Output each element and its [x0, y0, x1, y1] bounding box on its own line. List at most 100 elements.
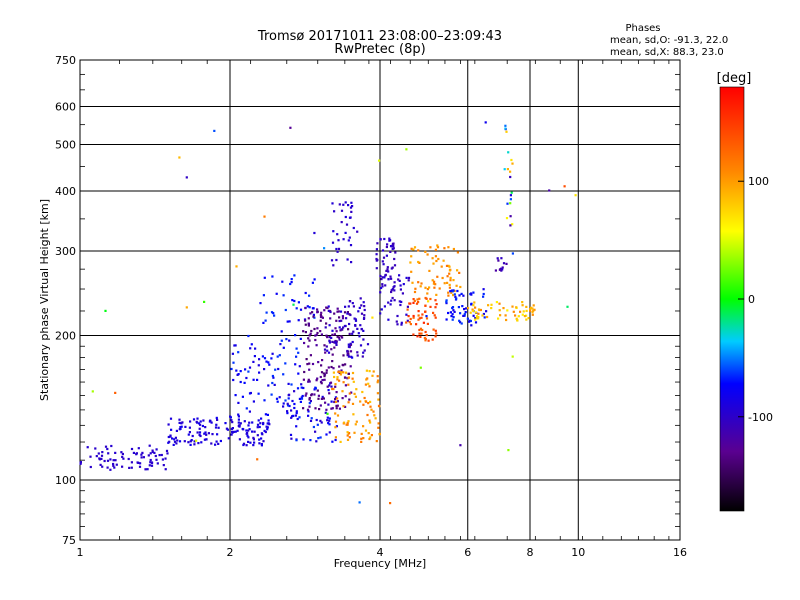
data-point: [319, 436, 322, 439]
data-point: [179, 427, 182, 430]
data-point: [497, 317, 500, 320]
data-point: [377, 398, 380, 401]
data-point: [170, 428, 173, 431]
data-point: [359, 297, 362, 300]
data-point: [307, 410, 310, 413]
data-point: [464, 311, 467, 314]
data-point: [362, 329, 365, 332]
data-point: [237, 401, 240, 404]
data-point: [278, 354, 281, 357]
x-tick-label: 6: [464, 546, 471, 559]
data-point: [327, 422, 330, 425]
data-point: [185, 176, 188, 179]
data-point: [147, 454, 150, 457]
data-point: [290, 383, 293, 386]
data-point: [379, 312, 382, 315]
data-point: [443, 282, 446, 285]
data-point: [248, 366, 252, 369]
data-point: [421, 313, 424, 316]
data-point: [327, 309, 330, 312]
data-point: [309, 354, 312, 357]
data-point: [341, 336, 344, 339]
data-point: [336, 307, 339, 310]
data-point: [325, 371, 328, 374]
data-point: [354, 319, 358, 322]
data-point: [338, 319, 341, 323]
data-point: [324, 411, 327, 414]
x-tick-label: 8: [527, 546, 534, 559]
data-point: [504, 124, 507, 127]
data-point: [193, 440, 196, 443]
data-point: [241, 427, 244, 431]
data-point: [247, 429, 250, 432]
y-axis-label: Stationary phase Virtual Height [km]: [38, 199, 51, 401]
data-point: [327, 389, 330, 392]
data-point: [434, 255, 437, 258]
data-point: [258, 438, 261, 441]
data-point: [112, 459, 115, 462]
data-point: [287, 397, 290, 400]
data-point: [295, 439, 298, 442]
data-point: [179, 426, 182, 429]
data-point: [381, 283, 384, 286]
data-point: [308, 397, 311, 400]
data-point: [367, 402, 370, 405]
data-point: [343, 311, 347, 314]
data-point: [144, 468, 147, 471]
data-point: [232, 361, 235, 364]
data-point: [148, 464, 151, 467]
data-point: [270, 357, 273, 360]
data-point: [340, 319, 343, 322]
data-point: [363, 308, 366, 312]
data-point: [449, 279, 452, 282]
data-point: [169, 417, 173, 420]
data-point: [295, 347, 298, 350]
data-point: [327, 305, 330, 308]
data-point: [356, 354, 359, 357]
data-point: [391, 266, 394, 269]
data-point: [425, 317, 429, 320]
data-point: [431, 338, 434, 341]
data-point: [512, 310, 515, 313]
data-point: [419, 285, 422, 288]
y-tick-label: 200: [55, 330, 76, 343]
data-point: [348, 398, 351, 401]
data-point: [328, 336, 331, 339]
data-point: [245, 444, 248, 447]
data-point: [235, 265, 238, 268]
data-point: [237, 373, 240, 376]
data-point: [235, 369, 238, 372]
data-point: [466, 307, 470, 310]
data-point: [469, 311, 472, 314]
data-point: [393, 285, 396, 288]
data-point: [434, 306, 437, 309]
data-point: [293, 390, 296, 393]
data-point: [288, 404, 291, 408]
data-point: [325, 433, 328, 436]
data-point: [160, 453, 163, 457]
data-point: [326, 385, 329, 388]
data-point: [231, 431, 234, 434]
data-point: [509, 224, 512, 227]
data-point: [310, 417, 313, 420]
data-point: [307, 323, 310, 326]
data-point: [197, 442, 200, 445]
data-point: [155, 448, 158, 451]
colorbar-tick-label: -100: [748, 411, 773, 424]
data-point: [362, 351, 365, 354]
data-point: [339, 310, 343, 313]
data-point: [316, 377, 319, 380]
data-point: [323, 247, 326, 250]
data-point: [253, 430, 256, 433]
data-point: [331, 241, 335, 244]
data-point: [247, 436, 250, 439]
data-point: [265, 311, 268, 314]
data-point: [348, 332, 351, 335]
data-point: [104, 445, 108, 448]
data-point: [356, 327, 359, 330]
data-point: [415, 302, 419, 305]
data-point: [89, 455, 92, 458]
data-point: [423, 336, 426, 340]
data-point: [232, 378, 235, 382]
data-point: [312, 313, 315, 316]
